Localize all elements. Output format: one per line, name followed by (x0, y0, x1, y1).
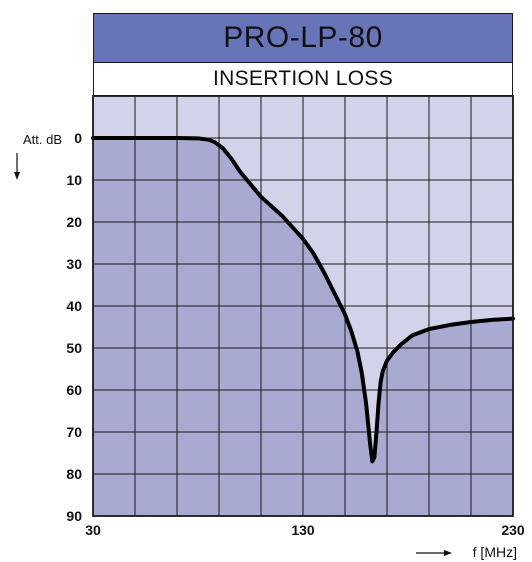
y-tick-label: 30 (66, 256, 82, 272)
y-tick-label: 70 (66, 424, 82, 440)
y-tick-label: 90 (66, 508, 82, 524)
y-tick-label: 0 (74, 130, 82, 146)
x-axis-label: f [MHz] (473, 544, 517, 560)
y-tick-label: 60 (66, 382, 82, 398)
x-tick-label: 130 (291, 522, 315, 538)
y-axis-label: Att. dB (23, 132, 62, 147)
grid-lines (93, 96, 513, 516)
y-tick-label: 50 (66, 340, 82, 356)
x-axis-arrow (416, 550, 452, 556)
x-tick-label: 30 (85, 522, 101, 538)
y-tick-label: 40 (66, 298, 82, 314)
chart-subtitle: INSERTION LOSS (93, 63, 513, 96)
chart-title: PRO-LP-80 (93, 13, 513, 63)
plot-frame (92, 95, 514, 517)
y-tick-label: 10 (66, 172, 82, 188)
y-tick-label: 80 (66, 466, 82, 482)
x-tick-label: 230 (501, 522, 525, 538)
insertion-loss-curve (91, 136, 515, 464)
y-axis-arrow (14, 153, 20, 180)
y-tick-label: 20 (66, 214, 82, 230)
